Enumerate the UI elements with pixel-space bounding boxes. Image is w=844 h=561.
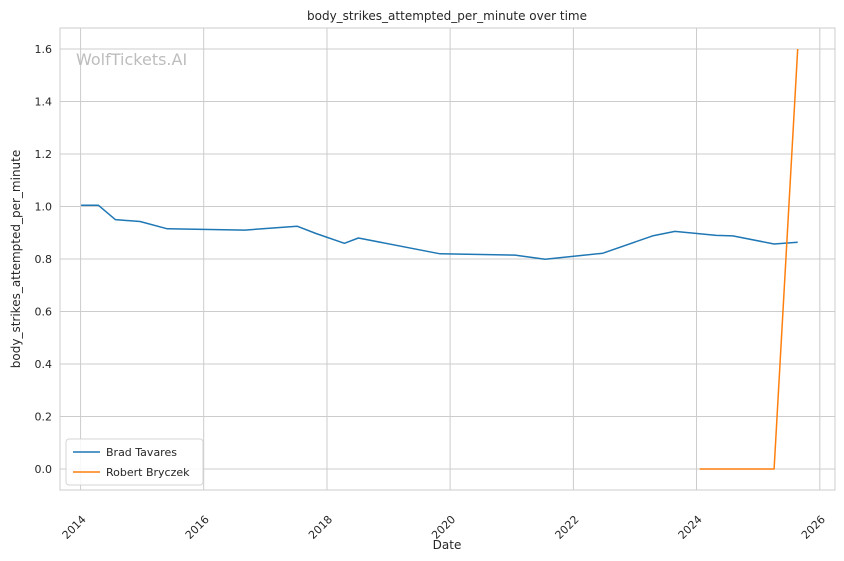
y-tick-label: 0.0 [35,463,53,476]
y-tick-label: 1.2 [35,148,53,161]
chart-title: body_strikes_attempted_per_minute over t… [307,9,587,23]
x-tick-label: 2024 [676,513,705,542]
y-tick-label: 0.6 [35,306,53,319]
series-line-brad-tavares [81,204,798,261]
x-tick-label: 2016 [183,513,212,542]
watermark: WolfTickets.AI [76,50,187,69]
series-layer [81,48,799,470]
x-tick-label: 2018 [306,513,335,542]
y-tick-label: 1.0 [35,201,53,214]
y-tick-label: 0.4 [35,358,53,371]
x-tick-label: 2014 [60,513,89,542]
y-tick-label: 0.8 [35,253,53,266]
y-tick-label: 1.6 [35,43,53,56]
legend-label-robert-bryczek: Robert Bryczek [106,466,190,479]
plot-frame [59,27,836,491]
y-tick-label: 0.2 [35,411,53,424]
x-axis-label: Date [433,538,462,552]
legend-box [65,438,204,486]
legend-label-brad-tavares: Brad Tavares [106,446,177,459]
x-tick-label: 2026 [799,513,828,542]
legend: Brad Tavares Robert Bryczek [65,438,204,486]
y-tick-label: 1.4 [35,96,53,109]
y-tick-labels: 0.0 0.2 0.4 0.6 0.8 1.0 1.2 1.4 1.6 [35,43,53,476]
x-tick-label: 2022 [553,513,582,542]
series-line-robert-bryczek [699,48,799,470]
y-axis-label: body_strikes_attempted_per_minute [9,150,23,368]
